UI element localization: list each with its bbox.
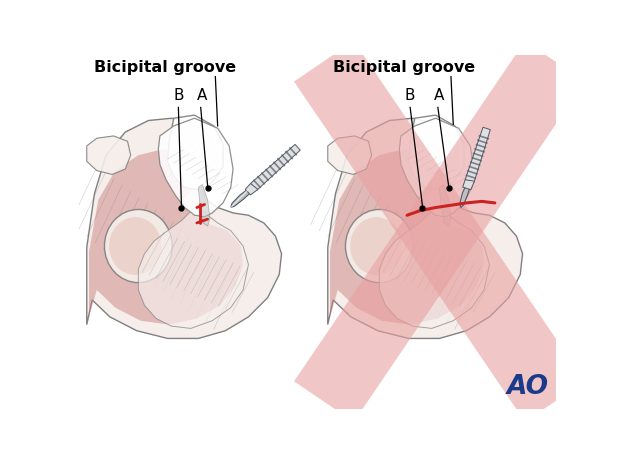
Polygon shape [328,118,523,338]
Polygon shape [440,185,451,226]
Polygon shape [409,115,464,190]
Polygon shape [463,180,474,190]
Polygon shape [231,189,250,207]
Polygon shape [198,185,210,226]
Polygon shape [167,115,223,190]
Polygon shape [89,149,243,325]
Polygon shape [328,136,371,174]
Polygon shape [246,184,258,195]
Polygon shape [459,185,470,207]
Polygon shape [330,149,484,325]
Polygon shape [379,205,489,329]
Ellipse shape [345,209,413,283]
Ellipse shape [350,217,402,275]
Polygon shape [138,205,249,329]
Polygon shape [87,118,281,338]
Polygon shape [158,118,233,217]
Text: A: A [197,88,207,103]
Polygon shape [465,127,490,183]
Polygon shape [250,145,300,190]
Polygon shape [399,118,474,217]
Ellipse shape [104,209,172,283]
Text: Bicipital groove: Bicipital groove [333,60,476,75]
Text: B: B [174,88,184,103]
Text: Bicipital groove: Bicipital groove [94,60,237,75]
Text: AO: AO [507,374,549,400]
Text: A: A [434,88,445,103]
Polygon shape [87,136,131,174]
Text: B: B [405,88,415,103]
Ellipse shape [109,217,161,275]
